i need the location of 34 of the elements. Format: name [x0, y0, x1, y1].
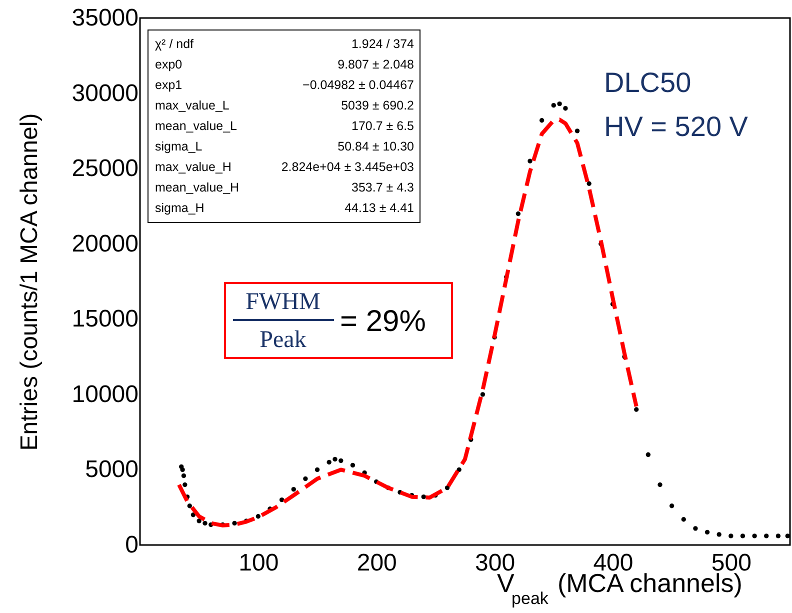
- annotation: Peak: [260, 327, 306, 353]
- annotation: 9.807 ± 2.048: [338, 58, 414, 72]
- y-tick-label: 10000: [72, 380, 138, 408]
- annotation: −0.04982 ± 0.04467: [302, 78, 414, 92]
- y-axis-title: Entries (counts/1 MCA channel): [16, 113, 43, 451]
- annotation: mean_value_H: [155, 180, 240, 194]
- annotation: exp1: [155, 78, 182, 92]
- annotation: 50.84 ± 10.30: [338, 140, 414, 154]
- x-tick-label: 100: [238, 550, 279, 576]
- annotation: exp0: [155, 58, 182, 72]
- y-tick-label: 20000: [72, 230, 138, 258]
- y-tick-label: 35000: [72, 4, 138, 32]
- y-tick-label: 30000: [72, 80, 138, 107]
- annotation: 2.824e+04 ± 3.445e+03: [281, 160, 414, 174]
- annotation: sigma_H: [155, 201, 204, 215]
- x-tick-label: 200: [356, 550, 397, 576]
- annotation: 353.7 ± 4.3: [352, 180, 414, 194]
- annotation: χ² / ndf: [155, 37, 194, 51]
- y-tick-label: 15000: [72, 306, 138, 333]
- annotation: = 29%: [340, 305, 426, 338]
- y-tick-label: 25000: [72, 155, 138, 182]
- annotation: max_value_H: [155, 160, 232, 174]
- annotation: 44.13 ± 4.41: [344, 201, 414, 215]
- annotation: DLC50: [604, 67, 692, 98]
- y-tick-label: 5000: [85, 456, 138, 484]
- y-tick-label: 0: [125, 532, 138, 558]
- annotation: 170.7 ± 6.5: [352, 119, 414, 133]
- annotation: 5039 ± 690.2: [341, 98, 414, 112]
- annotation: HV = 520 V: [604, 111, 748, 142]
- annotation: max_value_L: [155, 98, 230, 112]
- annotation: sigma_L: [155, 140, 202, 154]
- annotation: FWHM: [246, 289, 320, 315]
- annotation: mean_value_L: [155, 119, 238, 133]
- annotation: 1.924 / 374: [351, 37, 414, 51]
